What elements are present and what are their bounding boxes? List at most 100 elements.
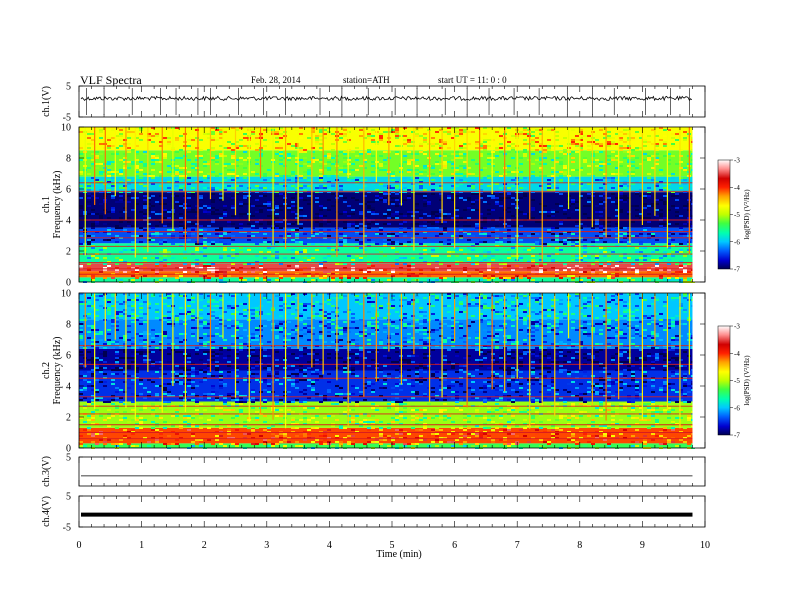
spectrogram-cell — [535, 141, 539, 143]
spectrogram-cell — [107, 425, 111, 427]
spectrogram-cell — [519, 181, 523, 183]
spectrogram-cell — [607, 179, 611, 181]
spectrogram-cell — [343, 227, 347, 229]
spectrogram-cell — [195, 129, 199, 131]
spectrogram-cell — [431, 247, 435, 249]
spectrogram-cell — [255, 243, 259, 245]
spectrogram-cell — [415, 275, 419, 277]
spectrogram-cell — [371, 139, 375, 141]
spectrogram-cell — [419, 185, 423, 187]
spectrogram-cell — [291, 155, 295, 157]
spectrogram-cell — [167, 391, 171, 393]
spectrogram-cell — [223, 147, 227, 149]
spectrogram-cell — [487, 177, 491, 179]
spectrogram-cell — [175, 317, 179, 319]
spectrogram-cell — [607, 225, 611, 227]
spectrogram-cell — [211, 189, 215, 191]
spectrogram-cell — [139, 227, 143, 229]
spectrogram-cell — [487, 163, 491, 165]
spectrogram-cell — [219, 375, 223, 377]
spectrogram-cell — [251, 397, 255, 399]
spectrogram-cell — [611, 251, 615, 253]
spectrogram-cell — [299, 149, 303, 151]
spectrogram-cell — [647, 197, 651, 199]
spectrogram-cell — [327, 279, 331, 281]
spectrogram-cell — [135, 159, 139, 161]
spectrogram-cell — [547, 185, 551, 187]
spectrogram-cell — [107, 229, 111, 231]
spectrogram-cell — [299, 175, 303, 177]
spectrogram-cell — [223, 185, 227, 187]
spectrogram-cell — [403, 189, 407, 191]
spectrogram-cell — [319, 159, 323, 161]
spectrogram-cell — [147, 441, 151, 443]
spectrogram-cell — [87, 433, 91, 435]
spectrogram-cell — [659, 181, 663, 183]
spectrogram-cell — [223, 403, 227, 405]
spectrogram-cell — [123, 299, 127, 301]
spectrogram-cell — [491, 151, 495, 153]
spectrogram-cell — [455, 195, 459, 197]
spectrogram-cell — [571, 211, 575, 213]
spectrogram-cell — [347, 169, 351, 171]
spectrogram-cell — [623, 199, 627, 201]
spectrogram-cell — [107, 161, 111, 163]
spectrogram-cell — [179, 397, 183, 399]
spectrogram-cell — [455, 155, 459, 157]
spectrogram-cell — [683, 205, 687, 207]
spectrogram-cell — [91, 305, 95, 307]
spectrogram-cell — [487, 251, 491, 253]
y-tick-label: 4 — [66, 216, 71, 227]
spectrogram-cell — [423, 261, 427, 263]
spectrogram-cell — [147, 223, 151, 225]
spectrogram-cell — [123, 367, 127, 369]
spectrogram-cell — [231, 173, 235, 175]
spectrogram-cell — [207, 393, 211, 395]
spectrogram-cell — [203, 319, 207, 321]
spectrogram-cell — [507, 225, 511, 227]
spectrogram-cell — [215, 175, 219, 177]
spectrogram-cell — [383, 255, 387, 257]
spectrogram-cell — [563, 181, 567, 183]
spectrogram-cell — [567, 271, 571, 273]
spectrogram-cell — [203, 275, 207, 277]
spectrogram-cell — [591, 269, 595, 271]
spectrogram-cell — [219, 347, 223, 349]
spectrogram-cell — [91, 143, 95, 145]
spectrogram-cell — [95, 341, 99, 343]
spectrogram-cell — [227, 187, 231, 189]
spectrogram-cell — [239, 127, 243, 129]
spectrogram-cell — [611, 187, 615, 189]
spectrogram-cell — [147, 165, 151, 167]
spectrogram-cell — [139, 351, 143, 353]
spectrogram-cell — [131, 419, 135, 421]
spectrogram-cell — [159, 233, 163, 235]
spectrogram-cell — [639, 257, 643, 259]
spectrogram-cell — [95, 361, 99, 363]
spectrogram-cell — [243, 191, 247, 193]
spectrogram-cell — [387, 217, 391, 219]
spectrogram-cell — [463, 143, 467, 145]
spectrogram-cell — [159, 241, 163, 243]
spectrogram-cell — [579, 195, 583, 197]
spectrogram-cell — [443, 153, 447, 155]
spectrogram-cell — [367, 261, 371, 263]
spectrogram-cell — [367, 135, 371, 137]
spectrogram-cell — [191, 393, 195, 395]
spectrogram-cell — [79, 205, 83, 207]
spectrogram-cell — [307, 199, 311, 201]
spectrogram-cell — [115, 227, 119, 229]
spectrogram-cell — [479, 227, 483, 229]
spectrogram-cell — [451, 167, 455, 169]
spectrogram-cell — [599, 169, 603, 171]
spectrogram-cell — [255, 173, 259, 175]
spectrogram-cell — [243, 303, 247, 305]
spectrogram-cell — [683, 167, 687, 169]
spectrogram-cell — [279, 399, 283, 401]
spectrogram-cell — [171, 257, 175, 259]
spectrogram-cell — [475, 269, 479, 271]
spectrogram-cell — [479, 183, 483, 185]
spectrogram-cell — [155, 385, 159, 387]
spectrogram-cell — [443, 169, 447, 171]
spectrogram-cell — [167, 181, 171, 183]
